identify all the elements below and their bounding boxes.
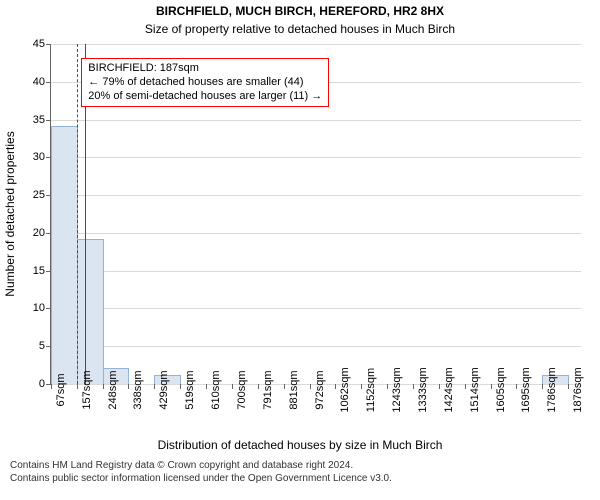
chart-subtitle: Size of property relative to detached ho… [0,22,600,36]
y-tick-label: 25 [33,189,51,201]
y-tick-label: 30 [33,151,51,163]
annotation-line: ← 79% of detached houses are smaller (44… [88,76,322,90]
footer: Contains HM Land Registry data © Crown c… [10,460,392,485]
gridline [51,271,581,272]
x-tick-label: 248sqm [103,370,119,409]
y-tick-label: 5 [39,340,51,352]
x-tick-label: 1062sqm [335,367,351,412]
annotation-line: 20% of semi-detached houses are larger (… [88,90,322,104]
y-tick-label: 15 [33,265,51,277]
x-tick-label: 1876sqm [568,367,584,412]
y-axis-label: Number of detached properties [3,131,17,296]
y-tick-label: 35 [33,114,51,126]
gridline [51,308,581,309]
x-tick-label: 157sqm [77,370,93,409]
x-tick-label: 1695sqm [516,367,532,412]
y-tick-label: 0 [39,378,51,390]
x-tick-label: 791sqm [258,370,274,409]
x-tick-label: 1243sqm [387,367,403,412]
gridline [51,44,581,45]
x-tick-label: 700sqm [232,370,248,409]
y-tick-label: 20 [33,227,51,239]
chart-title: BIRCHFIELD, MUCH BIRCH, HEREFORD, HR2 8H… [0,4,600,18]
gridline [51,120,581,121]
x-tick-label: 338sqm [128,370,144,409]
y-tick-label: 45 [33,38,51,50]
x-tick-label: 1333sqm [413,367,429,412]
x-tick-label: 67sqm [51,373,67,406]
reference-line-dashed [77,44,78,384]
footer-line-1: Contains HM Land Registry data © Crown c… [10,460,392,473]
x-tick-label: 429sqm [154,370,170,409]
gridline [51,233,581,234]
x-tick-label: 972sqm [310,370,326,409]
x-axis-label: Distribution of detached houses by size … [0,438,600,452]
annotation-line: BIRCHFIELD: 187sqm [88,62,322,76]
histogram-bar [51,126,78,384]
x-tick-label: 1605sqm [491,367,507,412]
chart-container: BIRCHFIELD, MUCH BIRCH, HEREFORD, HR2 8H… [0,0,600,500]
histogram-bar [77,239,104,384]
annotation-box: BIRCHFIELD: 187sqm← 79% of detached hous… [81,58,329,107]
x-tick-label: 519sqm [180,370,196,409]
x-tick-label: 1786sqm [542,367,558,412]
x-tick-label: 881sqm [284,370,300,409]
x-tick-label: 1152sqm [361,368,377,412]
y-tick-label: 10 [33,302,51,314]
gridline [51,157,581,158]
x-tick-label: 1514sqm [465,367,481,412]
y-tick-label: 40 [33,76,51,88]
gridline [51,195,581,196]
x-tick-label: 610sqm [206,370,222,409]
x-tick-label: 1424sqm [439,367,455,412]
footer-line-2: Contains public sector information licen… [10,473,392,486]
plot-area: 05101520253035404567sqm157sqm248sqm338sq… [50,44,581,385]
gridline [51,346,581,347]
